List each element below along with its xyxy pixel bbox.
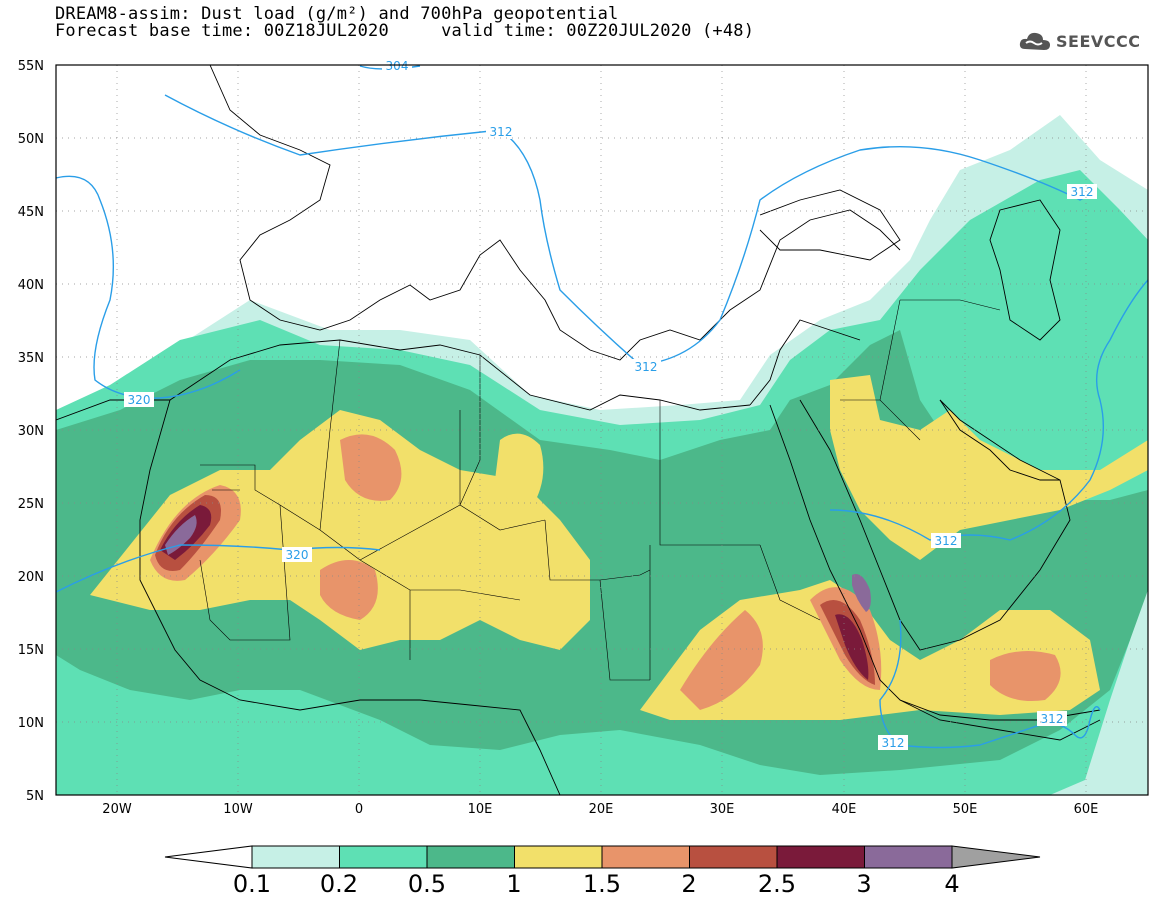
colorbar-box bbox=[251, 845, 340, 869]
lat-label: 15N bbox=[18, 643, 44, 658]
border-lines bbox=[199, 299, 1001, 681]
contour-labels: 304 312 320 320 312 312 312 312 312 bbox=[124, 58, 1097, 750]
svg-text:312: 312 bbox=[882, 736, 905, 750]
coastline-caspian bbox=[989, 199, 1061, 341]
logo-text: SEEVCCC bbox=[1056, 31, 1141, 51]
contour-312-south bbox=[829, 279, 1148, 749]
coastline-persian-gulf bbox=[939, 399, 1060, 481]
colorbar-high-arrow bbox=[951, 845, 1041, 869]
svg-text:320: 320 bbox=[286, 548, 309, 562]
colorbar-label: 4 bbox=[944, 870, 960, 898]
dust-band-1-west bbox=[90, 410, 590, 650]
contour-label-312-c: 312 bbox=[1067, 184, 1097, 199]
dust-band-1.5-b bbox=[320, 560, 378, 620]
cloud-icon bbox=[1019, 32, 1050, 50]
contour-312-north bbox=[164, 94, 1096, 366]
colorbar-box bbox=[689, 845, 778, 869]
coastline-red-sea bbox=[769, 404, 1101, 721]
contour-label-312-a: 312 bbox=[486, 124, 516, 139]
svg-text:312: 312 bbox=[1071, 185, 1094, 199]
svg-text:312: 312 bbox=[1041, 712, 1064, 726]
lat-label: 55N bbox=[18, 59, 44, 74]
lon-label: 10W bbox=[223, 802, 253, 817]
lat-label: 10N bbox=[18, 716, 44, 731]
svg-text:312: 312 bbox=[490, 125, 513, 139]
colorbar-label: 0.2 bbox=[319, 870, 359, 898]
colorbar-box bbox=[601, 845, 690, 869]
lat-label: 45N bbox=[18, 205, 44, 220]
colorbar-label: 1 bbox=[506, 870, 522, 898]
lon-label: 20W bbox=[102, 802, 132, 817]
geopotential-contours bbox=[56, 65, 1148, 749]
colorbar-box bbox=[864, 845, 953, 869]
map-grid bbox=[56, 65, 1148, 795]
contour-320 bbox=[56, 175, 381, 593]
colorbar-label: 2 bbox=[681, 870, 697, 898]
contour-label-312-e: 312 bbox=[1037, 711, 1067, 726]
lon-label: 20E bbox=[589, 802, 614, 817]
colorbar-label: 1.5 bbox=[582, 870, 622, 898]
coastlines bbox=[56, 65, 1101, 795]
lon-label: 10E bbox=[468, 802, 493, 817]
colorbar bbox=[164, 845, 1041, 869]
colorbar-label: 2.5 bbox=[757, 870, 797, 898]
lat-label: 30N bbox=[18, 424, 44, 439]
lat-label: 25N bbox=[18, 497, 44, 512]
lat-label: 50N bbox=[18, 132, 44, 147]
contour-label-320-a: 320 bbox=[124, 392, 154, 407]
dust-band-1.5-a bbox=[340, 434, 402, 501]
colorbar-label: 3 bbox=[856, 870, 872, 898]
coastline-black-sea bbox=[759, 189, 901, 261]
colorbar-label: 0.5 bbox=[407, 870, 447, 898]
lon-label: 40E bbox=[832, 802, 857, 817]
dust-band-1.5-d bbox=[990, 651, 1061, 701]
chart-title: DREAM8-assim: Dust load (g/m²) and 700hP… bbox=[55, 4, 619, 24]
contour-label-312-d: 312 bbox=[931, 533, 961, 548]
colorbar-label: 0.1 bbox=[232, 870, 272, 898]
contour-label-312-f: 312 bbox=[878, 735, 908, 750]
svg-text:320: 320 bbox=[128, 393, 151, 407]
lat-label: 40N bbox=[18, 278, 44, 293]
map-frame bbox=[55, 64, 1149, 796]
dust-band-2.5-redsea bbox=[835, 614, 869, 680]
coastline-levant bbox=[749, 319, 861, 406]
lon-label: 0 bbox=[355, 802, 363, 817]
lon-label: 50E bbox=[953, 802, 978, 817]
svg-text:304: 304 bbox=[386, 59, 409, 73]
lat-label: 5N bbox=[26, 789, 44, 804]
colorbar-box bbox=[339, 845, 428, 869]
colorbar-low-arrow bbox=[164, 845, 253, 869]
contour-label-312-b: 312 bbox=[631, 359, 661, 374]
lat-label: 35N bbox=[18, 351, 44, 366]
dust-band-1.5-c bbox=[680, 610, 763, 710]
longitude-labels: 20W 10W 0 10E 20E 30E 40E 50E 60E bbox=[102, 802, 1098, 817]
lon-label: 60E bbox=[1074, 802, 1099, 817]
latitude-labels: 55N 50N 45N 40N 35N 30N 25N 20N 15N 10N … bbox=[18, 59, 44, 804]
contour-label-320-b: 320 bbox=[282, 547, 312, 562]
colorbar-box bbox=[514, 845, 603, 869]
colorbar-boxes bbox=[251, 845, 953, 869]
svg-text:312: 312 bbox=[635, 360, 658, 374]
colorbar-box bbox=[776, 845, 865, 869]
coastline-europe bbox=[209, 65, 901, 361]
lat-label: 20N bbox=[18, 570, 44, 585]
coastline-north-africa bbox=[56, 339, 751, 421]
dust-band-3-redsea bbox=[852, 574, 871, 612]
coastline-west-africa bbox=[139, 399, 561, 795]
lon-label: 30E bbox=[710, 802, 735, 817]
dust-band-3 bbox=[165, 515, 197, 555]
country-borders bbox=[199, 299, 1001, 681]
coastline-arabia bbox=[799, 399, 1071, 651]
dust-band-1-spot bbox=[495, 433, 544, 510]
seevccc-logo: SEEVCCC bbox=[1018, 28, 1141, 54]
svg-text:312: 312 bbox=[935, 534, 958, 548]
chart-subtitle: Forecast base time: 00Z18JUL2020 valid t… bbox=[55, 21, 755, 41]
dust-band-1-arabia bbox=[830, 375, 1148, 560]
colorbar-box bbox=[426, 845, 515, 869]
